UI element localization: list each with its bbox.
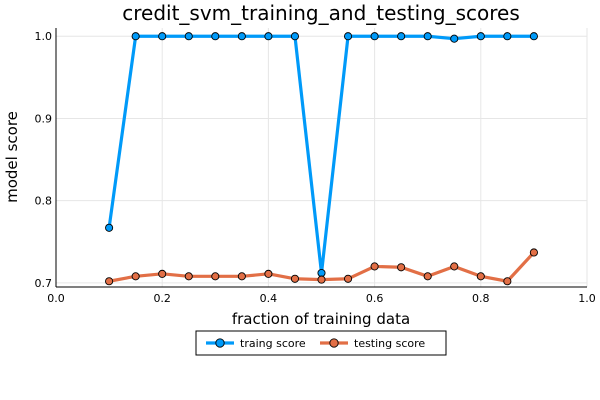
- series-line: [107, 34, 534, 275]
- legend-marker: [329, 338, 339, 348]
- y-tick-labels: 0.7 0.8 0.9 1.0: [35, 30, 53, 290]
- data-point: [131, 32, 140, 41]
- chart-title: credit_svm_training_and_testing_scores: [122, 1, 520, 25]
- data-point: [290, 274, 300, 283]
- data-point: [105, 223, 114, 232]
- legend-label: traing score: [240, 337, 306, 350]
- data-point: [503, 277, 512, 286]
- legend-marker: [215, 338, 225, 348]
- data-point: [529, 32, 538, 41]
- data-point: [370, 32, 379, 41]
- y-tick-label: 1.0: [35, 30, 53, 43]
- data-point: [237, 272, 246, 281]
- data-point: [158, 269, 167, 278]
- data-point: [529, 248, 538, 257]
- x-axis-label: fraction of training data: [232, 310, 410, 328]
- legend-label: testing score: [354, 337, 425, 350]
- data-point: [105, 277, 114, 286]
- series-1: [105, 248, 538, 286]
- data-point: [397, 32, 406, 41]
- x-tick-label: 0.4: [260, 292, 278, 305]
- x-tick-labels: 0.0 0.2 0.4 0.6 0.8 1.0: [47, 292, 596, 305]
- series-0: [105, 32, 538, 278]
- data-point: [211, 272, 220, 281]
- data-point: [290, 32, 300, 41]
- x-tick-label: 0.2: [153, 292, 171, 305]
- data-point: [423, 272, 432, 281]
- data-point: [423, 32, 432, 41]
- data-point: [237, 32, 246, 41]
- legend: traing score testing score: [195, 330, 447, 356]
- series: [105, 32, 538, 286]
- x-tick-label: 0.8: [472, 292, 490, 305]
- data-point: [158, 32, 167, 41]
- data-point: [317, 268, 326, 278]
- x-tick-label: 0.0: [47, 292, 65, 305]
- data-point: [343, 274, 353, 283]
- x-tick-label: 1.0: [578, 292, 596, 305]
- data-point: [317, 275, 326, 284]
- data-point: [503, 32, 512, 41]
- data-point: [450, 262, 459, 271]
- data-point: [184, 32, 193, 41]
- data-point: [211, 32, 220, 41]
- data-point: [264, 269, 273, 278]
- data-point: [450, 34, 459, 43]
- y-tick-label: 0.7: [35, 277, 53, 290]
- data-point: [343, 32, 353, 41]
- data-point: [264, 32, 273, 41]
- data-point: [397, 263, 406, 272]
- data-point: [131, 272, 140, 281]
- data-point: [184, 272, 193, 281]
- legend-item: traing score: [206, 337, 306, 350]
- axes: [55, 28, 587, 288]
- y-tick-label: 0.9: [35, 112, 53, 125]
- data-point: [370, 262, 379, 271]
- data-point: [476, 32, 485, 41]
- y-tick-label: 0.8: [35, 195, 53, 208]
- y-axis-label: model score: [3, 111, 21, 203]
- x-tick-label: 0.6: [366, 292, 384, 305]
- grid: [55, 28, 588, 287]
- legend-item: testing score: [320, 337, 425, 350]
- data-point: [476, 272, 485, 281]
